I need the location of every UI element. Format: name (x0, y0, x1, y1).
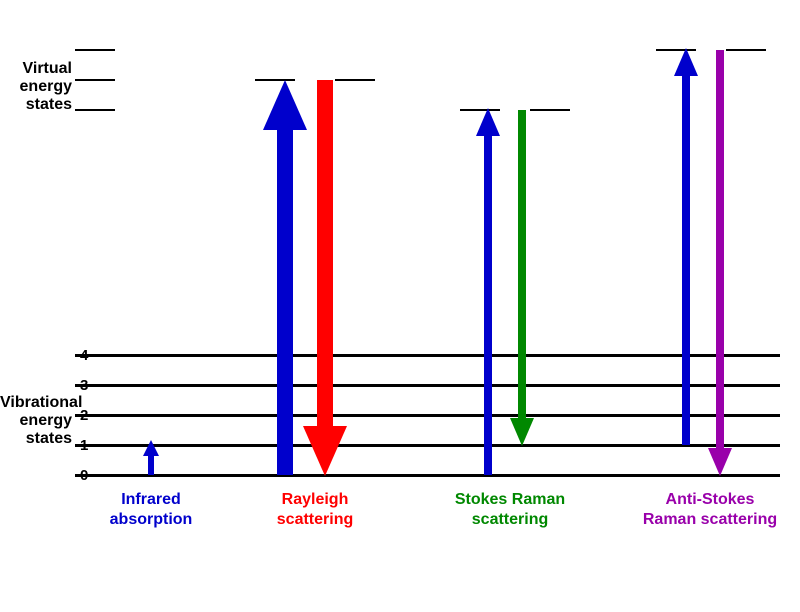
stokes-up-arrow (476, 108, 500, 475)
antistokes-down-arrow (708, 50, 732, 476)
rayleigh-up-arrow (263, 80, 307, 475)
stokes-caption: Stokes Raman scattering (450, 490, 570, 530)
rayleigh-caption: Rayleigh scattering (255, 490, 375, 530)
ir-caption: Infrared absorption (96, 490, 206, 530)
stokes-down-arrow (510, 110, 534, 446)
diagram-canvas: Virtual energy states Vibrational energy… (0, 0, 800, 612)
antistokes-up-arrow (674, 48, 698, 445)
antistokes-caption: Anti-Stokes Raman scattering (640, 490, 780, 530)
ir-arrow (143, 440, 159, 475)
rayleigh-down-arrow (303, 80, 347, 476)
